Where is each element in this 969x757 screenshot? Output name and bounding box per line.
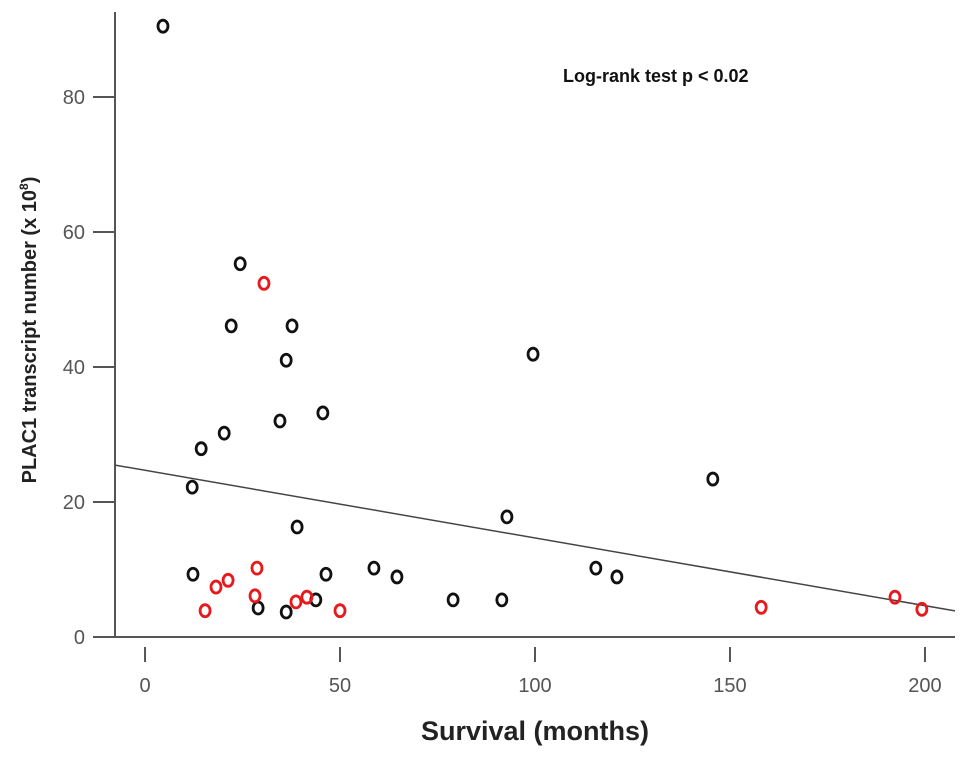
data-point-black [224, 318, 238, 334]
data-point-black [185, 479, 199, 495]
data-point-black [500, 509, 514, 525]
data-point-red [257, 275, 271, 291]
data-point-black [279, 604, 293, 620]
data-point-black [156, 18, 170, 34]
data-point-red [754, 599, 768, 615]
data-points [114, 18, 956, 620]
data-point-red [221, 572, 235, 588]
y-axis-label-main: PLAC1 transcript number (x 10 [19, 190, 41, 483]
data-point-black [279, 352, 293, 368]
data-point-black [610, 569, 624, 585]
x-tick-label: 150 [713, 675, 746, 697]
data-point-black [316, 405, 330, 421]
y-axis-label-close: ) [19, 177, 41, 184]
data-point-black [194, 441, 208, 457]
data-point-black [290, 519, 304, 535]
data-point-red [198, 603, 212, 619]
data-point-black [706, 471, 720, 487]
data-point-black [217, 425, 231, 441]
data-point-black [526, 346, 540, 362]
y-tick-label: 40 [63, 357, 85, 379]
data-point-black [251, 600, 265, 616]
data-point-black [285, 318, 299, 334]
y-axis-label-exponent: 8 [17, 183, 31, 190]
data-point-black [319, 566, 333, 582]
data-point-red [888, 589, 902, 605]
data-point-red [250, 560, 264, 576]
data-point-red [333, 603, 347, 619]
y-tick-label: 20 [63, 492, 85, 514]
data-point-red [300, 589, 314, 605]
data-point-black [390, 569, 404, 585]
y-tick-label: 80 [63, 87, 85, 109]
data-point-black [233, 256, 247, 272]
y-tick-label: 60 [63, 222, 85, 244]
axes: 0 20 40 60 80 0 50 100 150 200 [63, 12, 955, 697]
trend-line [114, 464, 956, 612]
data-point-red [209, 579, 223, 595]
data-point-black [446, 592, 460, 608]
y-tick-label: 0 [74, 627, 85, 649]
log-rank-annotation: Log-rank test p < 0.02 [563, 66, 749, 86]
x-tick-label: 200 [908, 675, 941, 697]
data-point-black [495, 592, 509, 608]
x-axis-label: Survival (months) [421, 716, 649, 746]
data-point-red [248, 588, 262, 604]
data-point-black [186, 566, 200, 582]
x-tick-label: 0 [139, 675, 150, 697]
y-axis-label: PLAC1 transcript number (x 108) [17, 177, 41, 484]
x-tick-label: 100 [518, 675, 551, 697]
data-point-red [289, 594, 303, 610]
data-point-black [273, 413, 287, 429]
data-point-black [367, 560, 381, 576]
data-point-black [589, 560, 603, 576]
x-tick-label: 50 [329, 675, 351, 697]
data-point-red [915, 601, 929, 617]
